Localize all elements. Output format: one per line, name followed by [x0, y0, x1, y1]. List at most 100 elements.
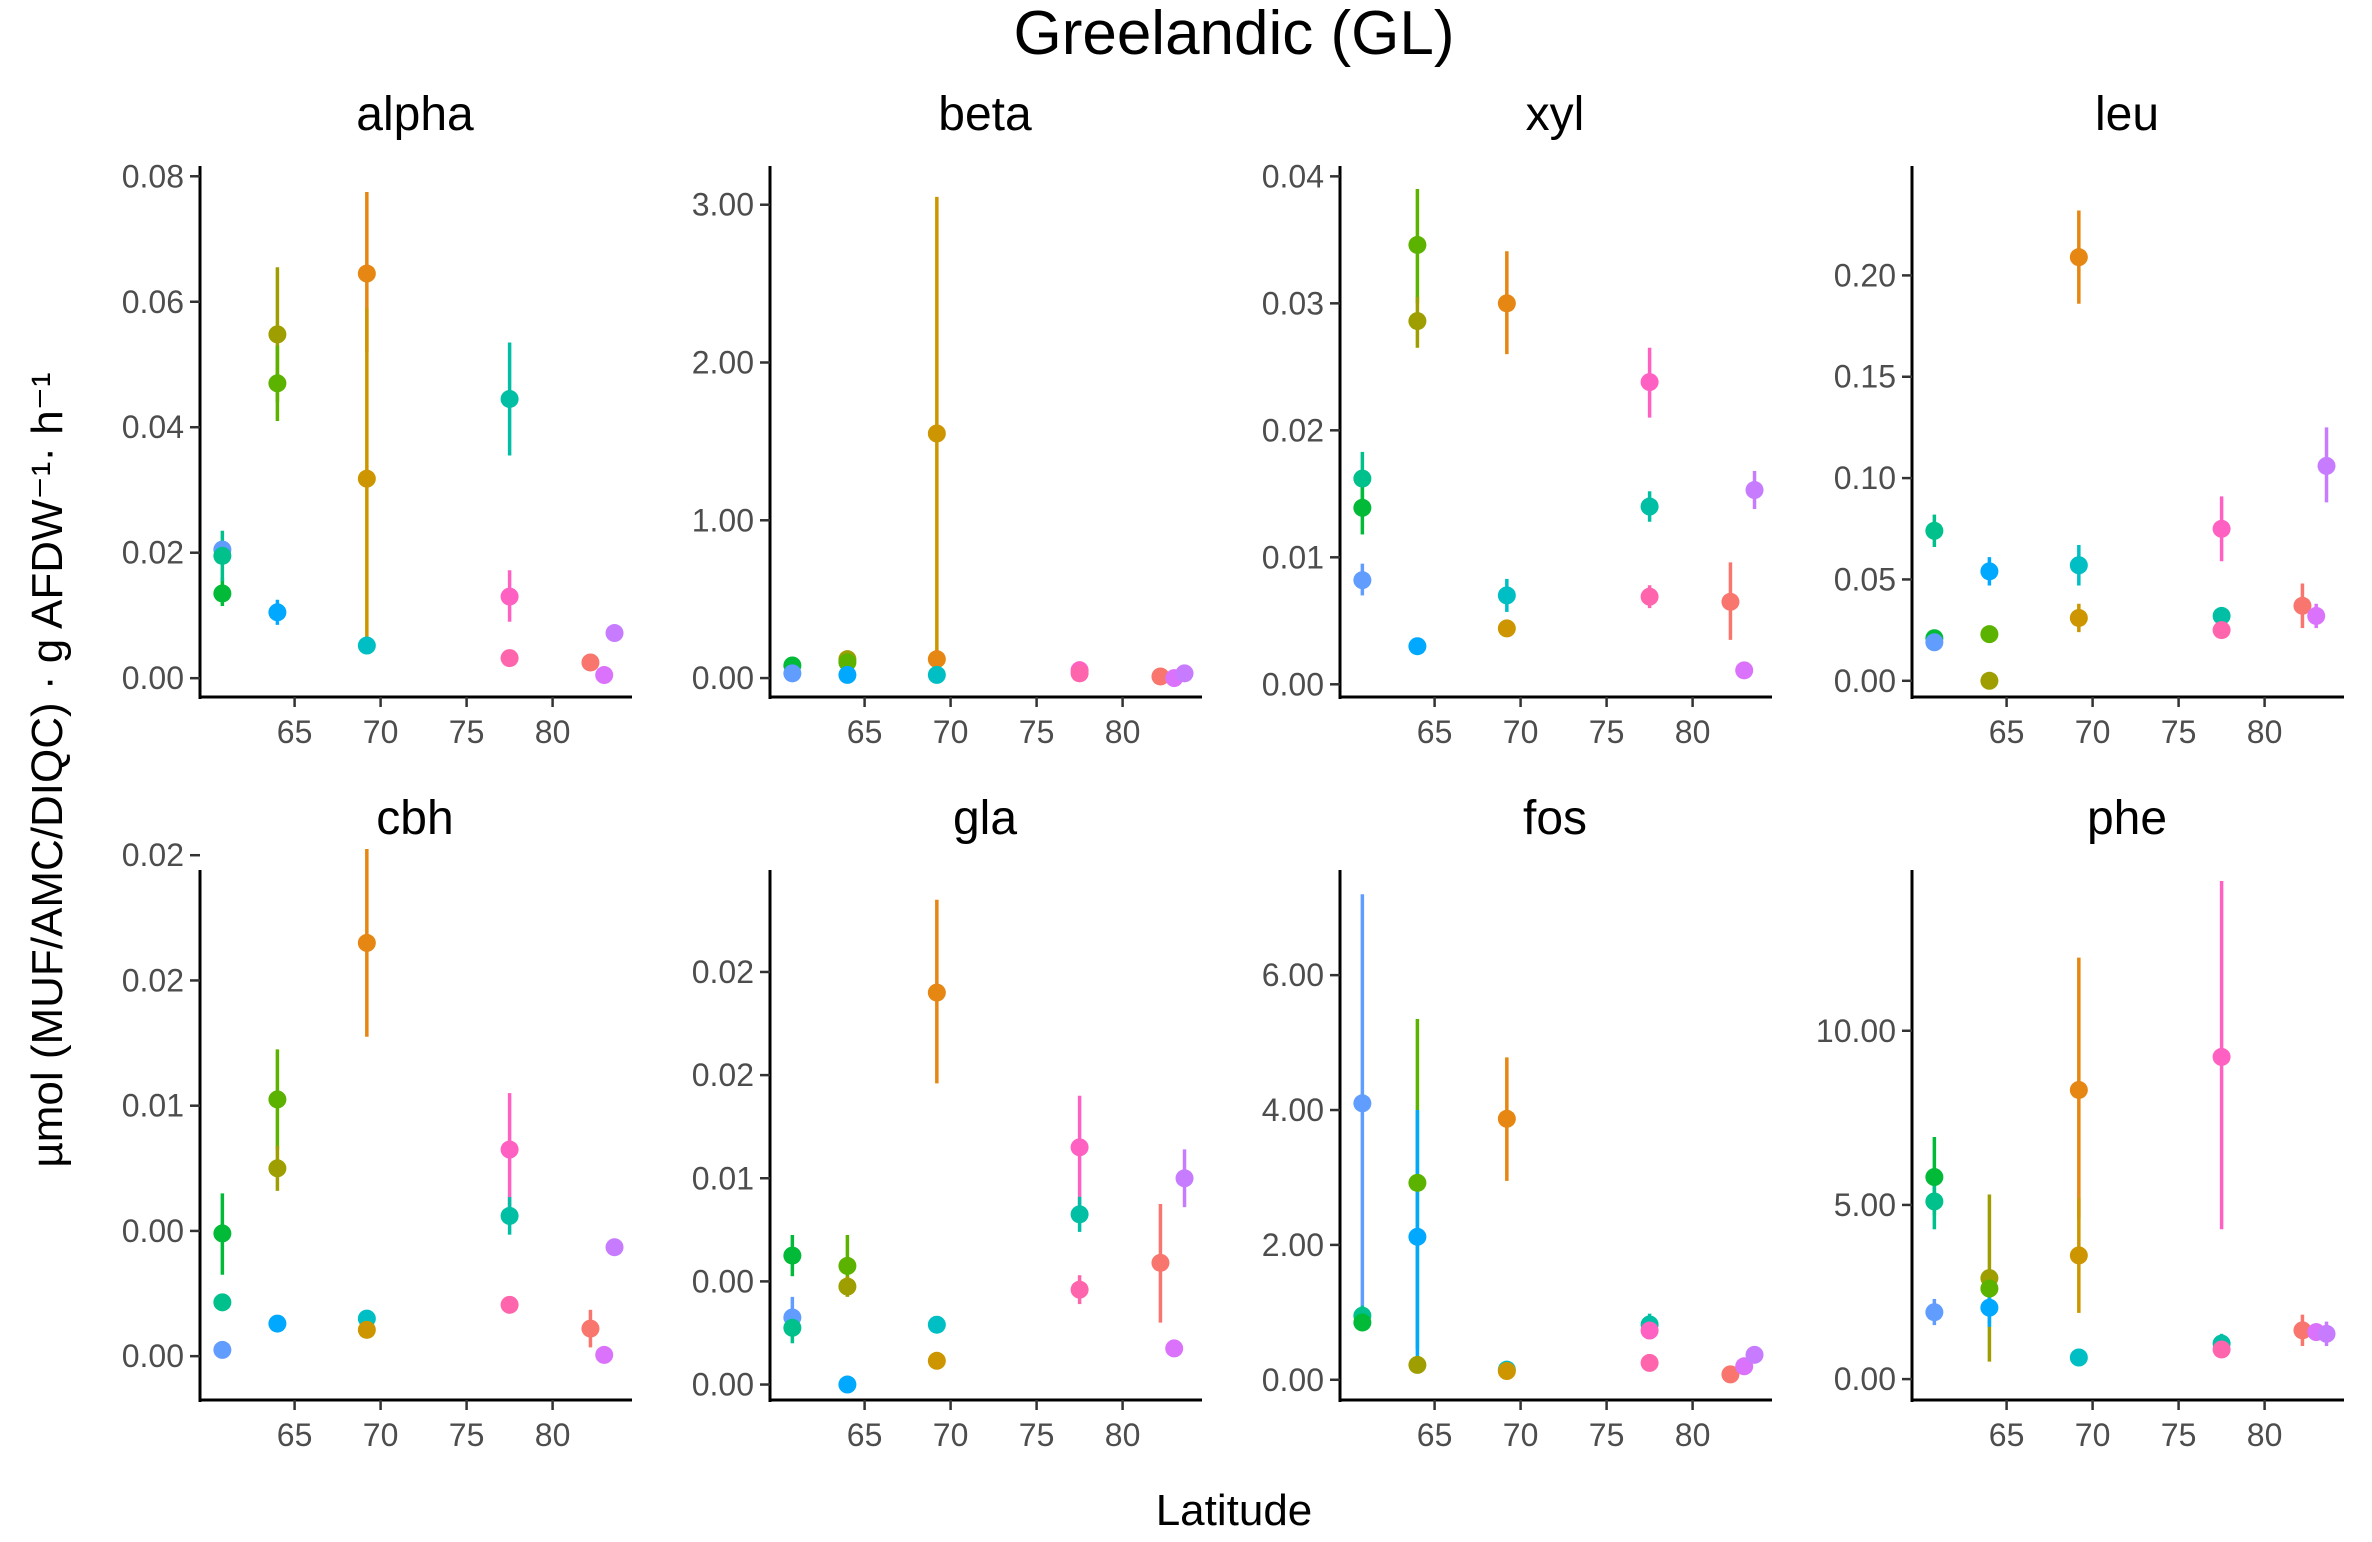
data-point [1165, 1339, 1184, 1358]
data-point [1497, 1362, 1516, 1381]
panel-cbh: cbh 0.00 0.00 0.01 0.02 0.02 65 70 75 80 [122, 792, 632, 1453]
data-point [1980, 625, 1999, 644]
y-tick-label: 10.00 [1816, 1013, 1896, 1049]
panel-title: beta [938, 88, 1032, 141]
x-tick-label: 80 [1675, 1417, 1711, 1453]
data-point [1980, 1279, 1999, 1298]
y-tick-label: 5.00 [1834, 1187, 1896, 1223]
x-tick-label: 70 [933, 1417, 969, 1453]
data-point [2069, 1348, 2088, 1367]
data-point [1175, 1169, 1194, 1188]
x-tick-label: 65 [1989, 714, 2025, 750]
data-point [500, 1206, 519, 1225]
data-point [2293, 596, 2312, 615]
x-tick-label: 75 [449, 1417, 485, 1453]
data-point [1925, 1303, 1944, 1322]
data-point [1735, 1357, 1754, 1376]
data-point [581, 653, 600, 672]
data-point [268, 374, 287, 393]
data-point [1353, 1313, 1372, 1332]
x-tick-label: 75 [2161, 714, 2197, 750]
data-point [595, 1345, 614, 1364]
data-point [927, 1315, 946, 1334]
data-point [2069, 608, 2088, 627]
data-point [1925, 1168, 1944, 1187]
data-point [500, 389, 519, 408]
x-tick-label: 70 [363, 714, 399, 750]
panel-title: gla [953, 792, 1017, 845]
data-point [1925, 633, 1944, 652]
y-tick-label: 0.00 [692, 1263, 754, 1299]
x-tick-label: 65 [847, 1417, 883, 1453]
data-point [2069, 556, 2088, 575]
x-tick-label: 75 [449, 714, 485, 750]
y-tick-label: 1.00 [692, 502, 754, 538]
y-tick-label: 0.01 [1262, 539, 1324, 575]
data-point [2212, 621, 2231, 640]
x-tick-label: 75 [1589, 714, 1625, 750]
data-point [927, 1351, 946, 1370]
x-axis-title: Latitude [1156, 1486, 1313, 1535]
y-tick-label: 0.08 [122, 158, 184, 194]
data-point [268, 603, 287, 622]
data-point [1497, 1109, 1516, 1128]
data-point [1151, 1253, 1170, 1272]
data-point [927, 983, 946, 1002]
y-tick-label: 0.04 [122, 409, 184, 445]
data-point [2212, 606, 2231, 625]
data-point [927, 424, 946, 443]
x-tick-label: 65 [1417, 714, 1453, 750]
y-tick-label: 2.00 [1262, 1227, 1324, 1263]
x-tick-label: 75 [2161, 1417, 2197, 1453]
data-point [213, 584, 232, 603]
y-tick-label: 0.00 [122, 1338, 184, 1374]
data-point [1745, 481, 1764, 500]
x-tick-label: 80 [535, 1417, 571, 1453]
panel-leu: leu 0.00 0.05 0.10 0.15 0.20 65 70 75 80 [1834, 88, 2344, 750]
data-point [500, 649, 519, 668]
data-point [838, 1256, 857, 1275]
data-point [783, 664, 802, 683]
data-point [1353, 1094, 1372, 1113]
data-point [1070, 1138, 1089, 1157]
x-tick-label: 65 [277, 1417, 313, 1453]
y-tick-label: 0.01 [122, 1088, 184, 1124]
data-point [1980, 562, 1999, 581]
data-point [1980, 1298, 1999, 1317]
data-point [2212, 519, 2231, 538]
data-point [268, 1090, 287, 1109]
y-tick-label: 0.00 [692, 1367, 754, 1403]
y-tick-label: 0.10 [1834, 460, 1896, 496]
data-point [1151, 667, 1170, 686]
panel-grid: alpha 0.00 0.02 0.04 0.06 0.08 65 70 75 80 beta 0.0… [122, 88, 2344, 1453]
data-point [213, 1224, 232, 1243]
x-tick-label: 70 [1503, 1417, 1539, 1453]
y-tick-label: 0.20 [1834, 257, 1896, 293]
y-tick-label: 0.04 [1262, 158, 1324, 194]
panel-gla: gla 0.00 0.00 0.01 0.02 0.02 65 70 75 80 [692, 792, 1202, 1453]
y-tick-label: 0.00 [1262, 666, 1324, 702]
data-point [2212, 1047, 2231, 1066]
data-point [1721, 1365, 1740, 1384]
data-point [1640, 497, 1659, 516]
data-point [1640, 1353, 1659, 1372]
figure-title: Greelandic (GL) [1013, 0, 1454, 68]
data-point [268, 1159, 287, 1178]
y-tick-label: 0.00 [1834, 1361, 1896, 1397]
data-point [2212, 1340, 2231, 1359]
data-point [1070, 664, 1089, 683]
data-point [1408, 637, 1427, 656]
y-tick-label: 0.02 [122, 962, 184, 998]
data-point [1745, 1345, 1764, 1364]
data-point [357, 264, 376, 283]
data-point [2069, 248, 2088, 267]
data-point [500, 1295, 519, 1314]
data-point [2069, 1080, 2088, 1099]
data-point [605, 1238, 624, 1257]
data-point [1408, 235, 1427, 254]
panel-title: alpha [356, 88, 474, 141]
y-tick-label: 0.05 [1834, 561, 1896, 597]
data-point [1070, 1205, 1089, 1224]
data-point [213, 1340, 232, 1359]
data-point [927, 650, 946, 669]
